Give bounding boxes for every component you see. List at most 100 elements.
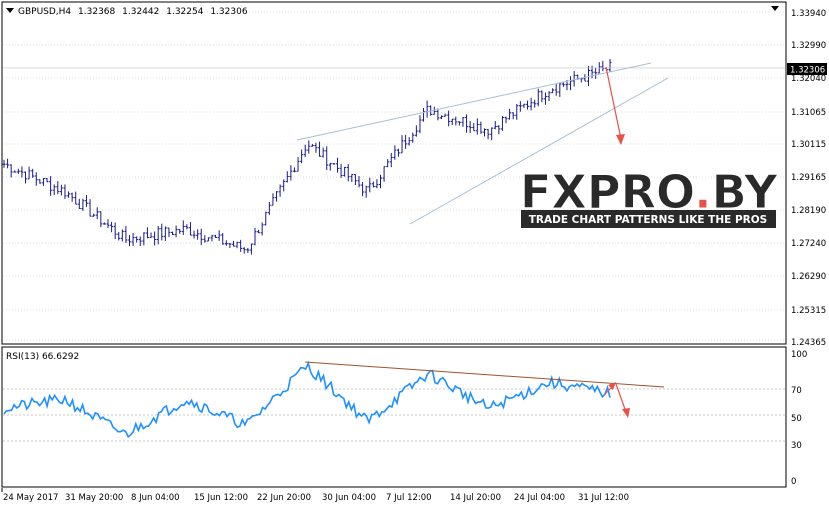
price-bar (321, 147, 325, 158)
price-bar (364, 185, 368, 198)
price-bar (196, 229, 200, 240)
price-tick: 1.32990 (791, 41, 826, 51)
price-tick: 1.29165 (791, 173, 826, 183)
price-bar (59, 184, 63, 196)
price-bar (540, 90, 544, 103)
price-bar (547, 91, 551, 101)
price-bar (282, 179, 286, 192)
channel-lower-line[interactable] (409, 77, 669, 225)
price-bar (396, 148, 400, 157)
rsi-down-arrow (615, 383, 630, 418)
price-bar (20, 166, 24, 178)
price-bar (38, 179, 42, 184)
price-bar (346, 164, 350, 182)
price-bar (543, 92, 547, 105)
price-bar (594, 67, 598, 79)
price-bar (439, 115, 443, 120)
price-bar (318, 141, 322, 157)
current-price-box (787, 63, 827, 75)
price-bar (153, 231, 157, 246)
price-bar (472, 123, 476, 132)
price-bar (533, 99, 537, 108)
price-bar (497, 125, 501, 135)
price-bar (145, 227, 149, 239)
price-tick: 1.25315 (791, 306, 826, 316)
price-bar (436, 108, 440, 121)
price-bar (457, 121, 461, 126)
price-bar (84, 195, 88, 207)
price-bar (246, 247, 250, 254)
price-bar (350, 174, 354, 183)
price-bar (174, 225, 178, 238)
price-bar (77, 198, 81, 210)
time-label: 31 May 20:00 (65, 493, 123, 503)
price-bar (2, 159, 6, 168)
brand-dot: . (694, 165, 711, 219)
time-label: 8 Jun 04:00 (131, 493, 180, 503)
price-bar (361, 181, 365, 197)
price-bar (192, 230, 196, 239)
price-bar (561, 81, 565, 87)
price-bar (479, 121, 483, 134)
price-bar (34, 172, 38, 186)
price-bar (267, 201, 271, 215)
price-bar (224, 240, 228, 246)
price-bar (253, 227, 257, 246)
price-bar (558, 82, 562, 97)
price-bar (99, 211, 103, 228)
rsi-tick: 70 (791, 386, 802, 396)
price-bar (142, 232, 146, 246)
price-bar (56, 181, 60, 195)
price-bar (569, 76, 573, 91)
price-bar (515, 104, 519, 120)
price-bar (156, 226, 160, 245)
price-bar (325, 146, 329, 171)
price-bar (490, 127, 494, 141)
price-bar (210, 234, 214, 242)
price-bar (31, 168, 35, 178)
price-bar (335, 157, 339, 173)
price-bar (465, 114, 469, 133)
price-bar (249, 243, 253, 255)
price-bar (511, 112, 515, 120)
price-bar (242, 247, 246, 254)
dropdown-triangle-icon[interactable] (6, 8, 14, 13)
price-bar (300, 149, 304, 164)
rsi-trendline[interactable] (304, 361, 665, 388)
price-bar (504, 116, 508, 124)
price-bar (486, 128, 490, 140)
time-label: 24 May 2017 (3, 493, 58, 503)
rsi-tick: 30 (791, 441, 802, 451)
price-bar (375, 179, 379, 189)
rsi-tick: 0 (791, 477, 796, 487)
price-bar (178, 228, 182, 234)
price-bar (332, 163, 336, 165)
price-bar (551, 88, 555, 94)
price-bar (443, 113, 447, 117)
price-bar (199, 228, 203, 246)
rsi-panel[interactable] (1, 346, 787, 488)
price-bar (285, 171, 289, 183)
rsi-up-arrow (603, 382, 616, 396)
price-bar (461, 117, 465, 127)
price-bar (468, 121, 472, 134)
price-down-arrow (605, 66, 625, 145)
price-bar (124, 225, 128, 243)
channel-upper-line[interactable] (296, 62, 652, 141)
price-axis: 1.33940 1.32990 1.32040 1.31065 1.30115 … (787, 9, 827, 348)
chart-shift-icon[interactable] (771, 6, 779, 11)
price-bar (475, 118, 479, 135)
price-bar (9, 164, 13, 178)
price-bar (138, 236, 142, 246)
price-bar (275, 191, 279, 202)
price-bar (228, 242, 232, 248)
price-bar (400, 135, 404, 154)
price-bar (163, 226, 167, 241)
price-panel[interactable] (1, 1, 787, 345)
price-bar (6, 158, 10, 169)
price-bar (214, 234, 218, 239)
watermark: FXPRO.BY TRADE CHART PATTERNS LIKE THE P… (520, 165, 779, 228)
price-bar (131, 233, 135, 247)
price-bar (88, 199, 92, 217)
price-bar (404, 134, 408, 149)
